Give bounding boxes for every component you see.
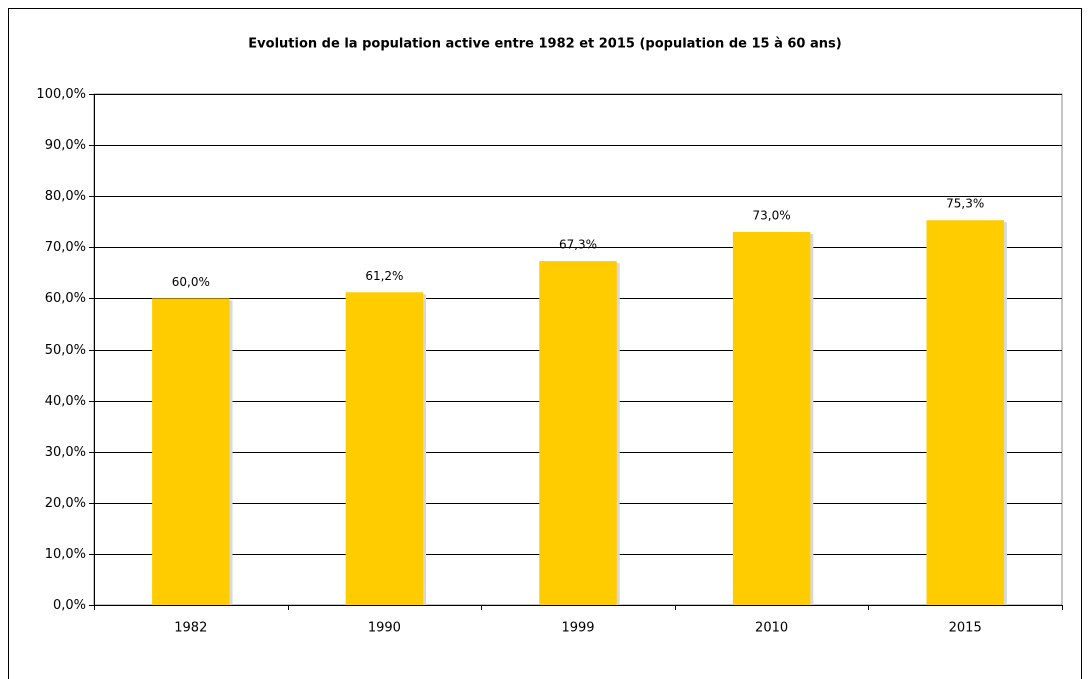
y-tick-label: 100,0% [36,87,86,102]
x-tick-label: 2015 [949,621,982,636]
y-tick-label: 0,0% [53,598,86,613]
value-label: 75,3% [946,197,984,211]
y-tick-label: 10,0% [45,547,86,562]
y-tick-label: 90,0% [45,138,86,153]
bar [732,231,811,605]
value-label: 73,0% [753,208,791,222]
y-tick-label: 50,0% [45,343,86,358]
chart-title: Evolution de la population active entre … [248,37,841,52]
y-tick-label: 60,0% [45,291,86,306]
y-tick-label: 80,0% [45,189,86,204]
y-tick-label: 20,0% [45,496,86,511]
bar [926,220,1004,606]
value-label: 61,2% [365,269,403,283]
value-label: 67,3% [559,238,597,252]
y-tick-label: 70,0% [45,240,86,255]
chart-frame [8,8,1082,679]
y-tick-label: 30,0% [45,445,86,460]
x-tick-label: 2010 [755,621,788,636]
y-tick-label: 40,0% [45,394,86,409]
x-tick-label: 1990 [368,621,401,636]
bar [345,292,424,605]
x-tick-label: 1999 [561,621,594,636]
value-label: 60,0% [172,275,210,289]
bar [152,298,230,605]
bar [539,261,617,605]
x-tick-label: 1982 [174,621,207,636]
